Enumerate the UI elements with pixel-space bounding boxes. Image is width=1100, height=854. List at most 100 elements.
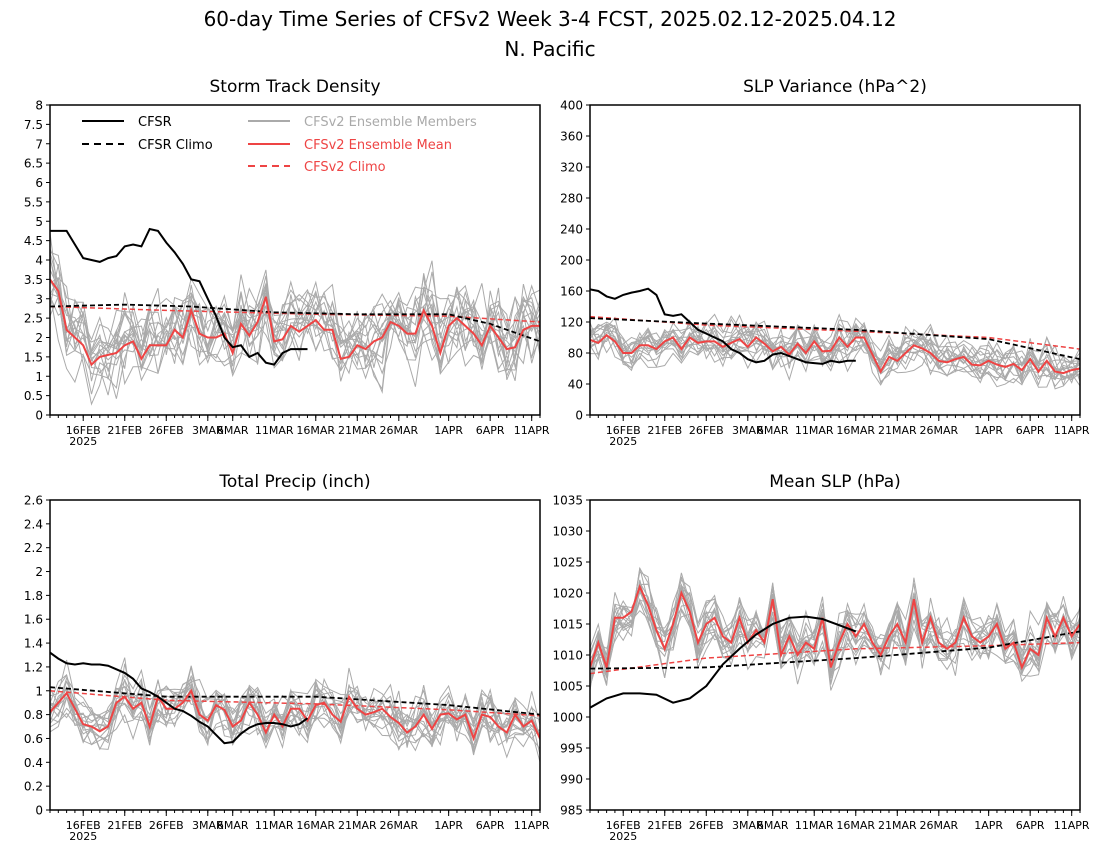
y-tick-label: 1.5 [24, 350, 43, 364]
x-tick-label: 26FEB [689, 819, 724, 832]
y-tick-label: 2.4 [24, 517, 43, 531]
ensemble-member-line [50, 279, 540, 406]
x-tick-label: 16FEB [66, 819, 101, 832]
y-tick-label: 0 [35, 409, 43, 423]
plot-area [50, 651, 540, 763]
panel-slp-variance: SLP Variance (hPa^2) 0 40 80 120 160 200 240 28… [560, 77, 1090, 448]
x-tick-label: 21MAR [878, 819, 917, 832]
ensemble-mean-line [590, 584, 1080, 671]
figure-title: 60-day Time Series of CFSv2 Week 3-4 FCS… [204, 7, 897, 31]
x-tick-label: 11APR [1054, 424, 1090, 437]
cfsv2-climo-line [50, 690, 540, 717]
ensemble-member-line [590, 323, 1080, 387]
x-tick-label: 3MAR [192, 424, 224, 437]
y-tick-label: 2.2 [24, 541, 43, 555]
y-tick-label: 1020 [552, 587, 583, 601]
ensemble-mean-line [590, 333, 1080, 375]
y-tick-label: 1030 [552, 525, 583, 539]
x-tick-label: 26FEB [149, 424, 184, 437]
x-tick-label: 26MAR [919, 819, 958, 832]
panel-storm-track-density: Storm Track Density 0 0.5 1 1.5 2 2.5 3 3.5 4 4.5… [24, 77, 550, 448]
ensemble-member-line [590, 335, 1080, 390]
y-tick-label: 280 [560, 192, 583, 206]
plot-frame [589, 104, 1081, 416]
y-tick-label: 0.2 [24, 780, 43, 794]
legend: CFSR CFSR Climo CFSv2 Ensemble Members C… [82, 115, 477, 175]
y-tick-label: 4 [35, 254, 43, 268]
x-tick-label: 6APR [1016, 819, 1045, 832]
x-tick-label: 11APR [1054, 819, 1090, 832]
x-year-label: 2025 [69, 830, 97, 843]
cfsr-line [590, 615, 857, 709]
ensemble-mean-line [50, 278, 540, 367]
y-tick-label: 2 [35, 565, 43, 579]
x-tick-label: 26MAR [919, 424, 958, 437]
x-tick-label: 16MAR [836, 819, 875, 832]
legend-label-cfsv2-climo: CFSv2 Climo [304, 160, 386, 175]
x-tick-label: 21MAR [878, 424, 917, 437]
y-tick-label: 0.8 [24, 708, 43, 722]
cfsv2-climo-line [50, 305, 540, 323]
ensemble-member-line [590, 572, 1080, 665]
y-tick-label: 5 [35, 215, 43, 229]
y-tick-label: 0 [35, 804, 43, 818]
cfsr-line [50, 227, 308, 366]
x-tick-label: 1APR [974, 819, 1003, 832]
cfsv2-climo-line [590, 315, 1080, 350]
y-tick-label: 1025 [552, 556, 583, 570]
cfsr-climo-line [590, 317, 1080, 361]
x-tick-label: 6APR [476, 819, 505, 832]
x-tick-label: 26MAR [379, 819, 418, 832]
y-tick-label: 2 [35, 331, 43, 345]
plot-area [590, 287, 1080, 390]
ensemble-member-line [50, 258, 540, 380]
y-tick-label: 1005 [552, 680, 583, 694]
cfsr-climo-line [590, 630, 1080, 670]
x-tick-label: 21MAR [338, 819, 377, 832]
ensemble-member-line [50, 278, 540, 371]
x-tick-label: 21FEB [107, 424, 142, 437]
ensemble-mean-line [50, 688, 540, 742]
ensemble-member-line [50, 264, 540, 378]
y-tick-label: 990 [560, 773, 583, 787]
ensemble-member-line [50, 251, 540, 370]
y-tick-label: 400 [560, 99, 583, 113]
x-tick-label: 3MAR [732, 424, 764, 437]
x-tick-label: 16MAR [296, 819, 335, 832]
y-tick-label: 2.6 [24, 494, 43, 508]
x-tick-label: 26FEB [689, 424, 724, 437]
y-tick-label: 0.4 [24, 756, 43, 770]
y-tick-label: 1015 [552, 618, 583, 632]
panel-title: SLP Variance (hPa^2) [743, 77, 927, 97]
y-tick-label: 40 [568, 378, 583, 392]
x-tick-label: 11APR [514, 424, 550, 437]
plot-frame [49, 104, 541, 416]
cfsr-climo-line [50, 303, 540, 343]
x-tick-label: 11MAR [255, 819, 294, 832]
cfsr-climo-line [50, 686, 540, 716]
x-tick-label: 11MAR [795, 424, 834, 437]
x-tick-label: 11APR [514, 819, 550, 832]
y-tick-label: 0.5 [24, 389, 43, 403]
x-tick-label: 26FEB [149, 819, 184, 832]
legend-label-cfsr-climo: CFSR Climo [138, 138, 213, 153]
y-tick-label: 0.6 [24, 732, 43, 746]
y-tick-label: 1.4 [24, 637, 43, 651]
x-year-label: 2025 [609, 435, 637, 448]
ensemble-member-line [590, 589, 1080, 691]
x-tick-label: 6MAR [217, 424, 249, 437]
y-tick-label: 240 [560, 223, 583, 237]
y-tick-label: 1010 [552, 649, 583, 663]
panel-mean-slp: Mean SLP (hPa) 985 990 995 1000 1005 1010 1015… [552, 472, 1089, 843]
y-tick-label: 80 [568, 347, 583, 361]
x-tick-label: 6APR [1016, 424, 1045, 437]
x-tick-label: 3MAR [732, 819, 764, 832]
x-tick-label: 26MAR [379, 424, 418, 437]
plot-area [50, 227, 540, 406]
x-tick-label: 3MAR [192, 819, 224, 832]
y-tick-label: 1.6 [24, 613, 43, 627]
y-tick-label: 6.5 [24, 157, 43, 171]
y-tick-label: 1.8 [24, 589, 43, 603]
y-tick-label: 995 [560, 742, 583, 756]
y-tick-label: 320 [560, 161, 583, 175]
